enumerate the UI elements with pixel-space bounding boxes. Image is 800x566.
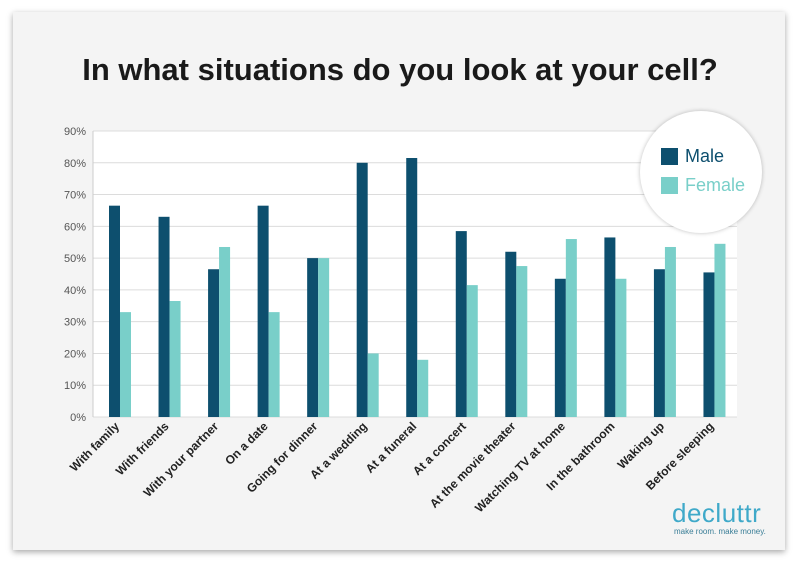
y-tick-label: 70% (64, 190, 86, 202)
legend-label-male: Male (685, 145, 725, 166)
bar-female (565, 239, 577, 417)
legend-item-male: Male (661, 146, 724, 166)
bar-female (219, 246, 231, 417)
bar-female (169, 301, 181, 417)
y-tick-label: 50% (64, 253, 86, 265)
brand-name: decluttr (672, 498, 762, 528)
bar-male (604, 237, 616, 417)
bar-male (455, 231, 467, 417)
bar-male (356, 162, 368, 417)
bar-female (417, 359, 429, 417)
x-tick-label: Watching TV at home (472, 419, 568, 515)
y-tick-label: 10% (64, 380, 86, 392)
x-tick-label: Waking up (615, 419, 667, 471)
y-tick-label: 0% (70, 412, 86, 424)
bar-male (703, 272, 715, 417)
y-tick-label: 40% (64, 285, 86, 297)
bar-male (406, 158, 418, 417)
bar-male (158, 216, 170, 417)
bar-female (664, 246, 676, 417)
legend-item-female: Female (661, 175, 745, 195)
bar-male (505, 251, 517, 417)
bar-male (554, 278, 566, 417)
legend-swatch-male (661, 147, 678, 165)
bar-female (466, 285, 478, 417)
x-tick-label: On a date (222, 419, 271, 468)
brand-logo: decluttr make room. make money. (672, 500, 766, 536)
bar-male (257, 205, 269, 417)
brand-tagline: make room. make money. (674, 527, 766, 536)
bar-male (307, 258, 319, 417)
bar-female (615, 278, 627, 417)
legend: Male Female (640, 111, 762, 233)
bar-female (516, 266, 528, 417)
y-tick-label: 20% (64, 348, 86, 360)
y-tick-label: 60% (64, 221, 86, 233)
chart-title: In what situations do you look at your c… (82, 52, 718, 87)
bar-female (318, 258, 330, 417)
legend-swatch-female (661, 176, 678, 194)
y-tick-label: 80% (64, 158, 86, 170)
bar-female (268, 312, 280, 417)
bar-male (653, 269, 665, 417)
bar-male (109, 205, 120, 417)
legend-label-female: Female (685, 174, 746, 195)
y-tick-label: 30% (64, 317, 86, 329)
bar-female (714, 243, 726, 417)
y-tick-label: 90% (64, 126, 86, 138)
x-tick-label: At the movie theater (427, 419, 519, 511)
bar-female (367, 353, 379, 417)
bar-female (120, 312, 131, 417)
bar-male (208, 269, 220, 417)
